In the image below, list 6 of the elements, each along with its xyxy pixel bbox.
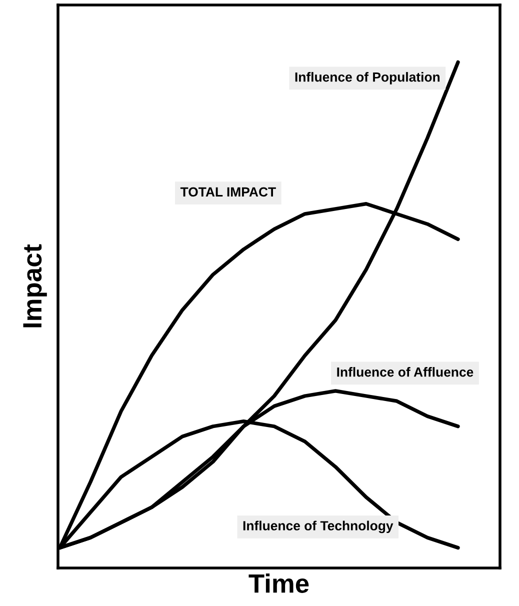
y-axis-title: Impact	[23, 244, 47, 328]
x-axis-title: Time	[248, 574, 309, 593]
series-label: Influence of Population	[295, 72, 440, 84]
text: TOTAL IMPACT	[180, 187, 276, 197]
series-label: Influence of Affluence	[337, 367, 474, 377]
series-label: Influence of Technology	[243, 520, 394, 534]
